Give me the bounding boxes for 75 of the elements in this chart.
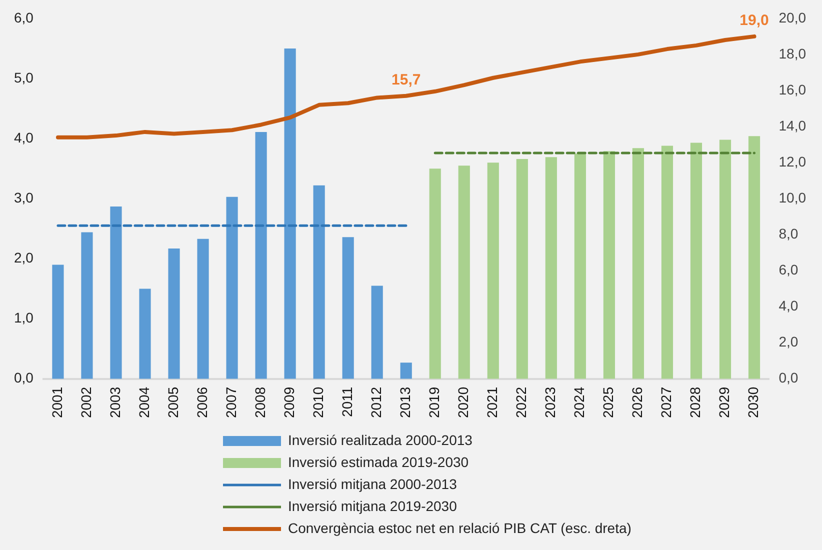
y2-tick-label: 0,0 [778, 370, 798, 386]
legend-label: Inversió mitjana 2019-2030 [288, 498, 458, 514]
bar [226, 196, 238, 379]
y2-tick-label: 6,0 [778, 262, 798, 278]
x-tick-label: 2020 [454, 386, 471, 418]
legend-label: Inversió realitzada 2000-2013 [288, 432, 473, 448]
x-tick-label: 2006 [194, 386, 210, 418]
y-tick-label: 1,0 [14, 310, 34, 326]
x-tick-label: 2022 [513, 386, 530, 418]
bar [313, 185, 325, 379]
bar [545, 157, 557, 379]
x-tick-label: 2012 [368, 386, 384, 418]
bar [342, 237, 354, 379]
x-tick-label: 2009 [280, 386, 297, 418]
data-label: 15,7 [392, 72, 421, 89]
bar [197, 238, 209, 379]
y-tick-label: 0,0 [14, 370, 34, 386]
bar [52, 264, 64, 379]
data-label: 19,0 [740, 12, 769, 30]
x-tick-label: 2008 [252, 386, 268, 418]
bar [139, 288, 151, 379]
bar [748, 136, 760, 379]
x-tick-label: 2002 [78, 386, 94, 418]
y2-tick-label: 16,0 [778, 81, 806, 98]
x-tick-label: 2028 [687, 386, 704, 418]
y-tick-label: 2,0 [14, 250, 34, 266]
x-tick-label: 2011 [338, 386, 355, 417]
y-tick-label: 3,0 [14, 189, 34, 206]
x-tick-label: 2001 [48, 386, 65, 418]
legend-label: Convergència estoc net en relació PIB CAT (esc. dreta) [288, 520, 632, 536]
x-tick-label: 2005 [164, 386, 181, 418]
bar [458, 166, 470, 379]
x-tick-label: 2025 [600, 386, 616, 418]
y-tick-label: 5,0 [14, 69, 34, 86]
x-tick-label: 2030 [745, 386, 762, 418]
bar [284, 48, 296, 379]
bar [371, 286, 383, 379]
bar [487, 162, 499, 379]
x-tick-label: 2026 [629, 386, 646, 418]
bar [81, 232, 93, 379]
y2-tick-label: 14,0 [778, 117, 806, 134]
bar [719, 140, 732, 379]
y2-tick-label: 2,0 [778, 334, 798, 350]
bar [574, 154, 586, 379]
bar [255, 132, 267, 379]
bar [110, 206, 122, 379]
bar [690, 142, 702, 379]
y2-tick-label: 20,0 [778, 9, 806, 26]
bar [429, 168, 441, 379]
y2-tick-label: 18,0 [778, 45, 806, 62]
y-tick-label: 6,0 [14, 9, 34, 26]
legend-label: Inversió estimada 2019-2030 [288, 454, 469, 470]
y2-tick-label: 12,0 [778, 153, 806, 170]
x-tick-label: 2013 [396, 386, 413, 418]
x-tick-label: 2029 [716, 386, 732, 418]
x-tick-label: 2024 [571, 386, 588, 418]
x-tick-label: 2023 [542, 386, 558, 418]
bar [516, 158, 528, 379]
y2-tick-label: 4,0 [778, 298, 798, 314]
x-tick-label: 2003 [106, 386, 123, 418]
y2-tick-label: 10,0 [778, 189, 806, 206]
bar [400, 362, 412, 379]
x-tick-label: 2019 [426, 386, 442, 418]
x-tick-label: 2004 [136, 386, 152, 418]
y-tick-label: 4,0 [14, 129, 34, 146]
bar [661, 146, 674, 379]
x-tick-label: 2010 [310, 386, 326, 418]
y2-tick-label: 8,0 [778, 226, 798, 242]
bar [603, 151, 615, 379]
x-tick-label: 2007 [222, 386, 239, 418]
bar [168, 248, 180, 379]
legend-label: Inversió mitjana 2000-2013 [288, 476, 458, 492]
bar [632, 148, 644, 379]
x-tick-label: 2021 [484, 386, 500, 418]
x-tick-label: 2027 [658, 386, 674, 418]
